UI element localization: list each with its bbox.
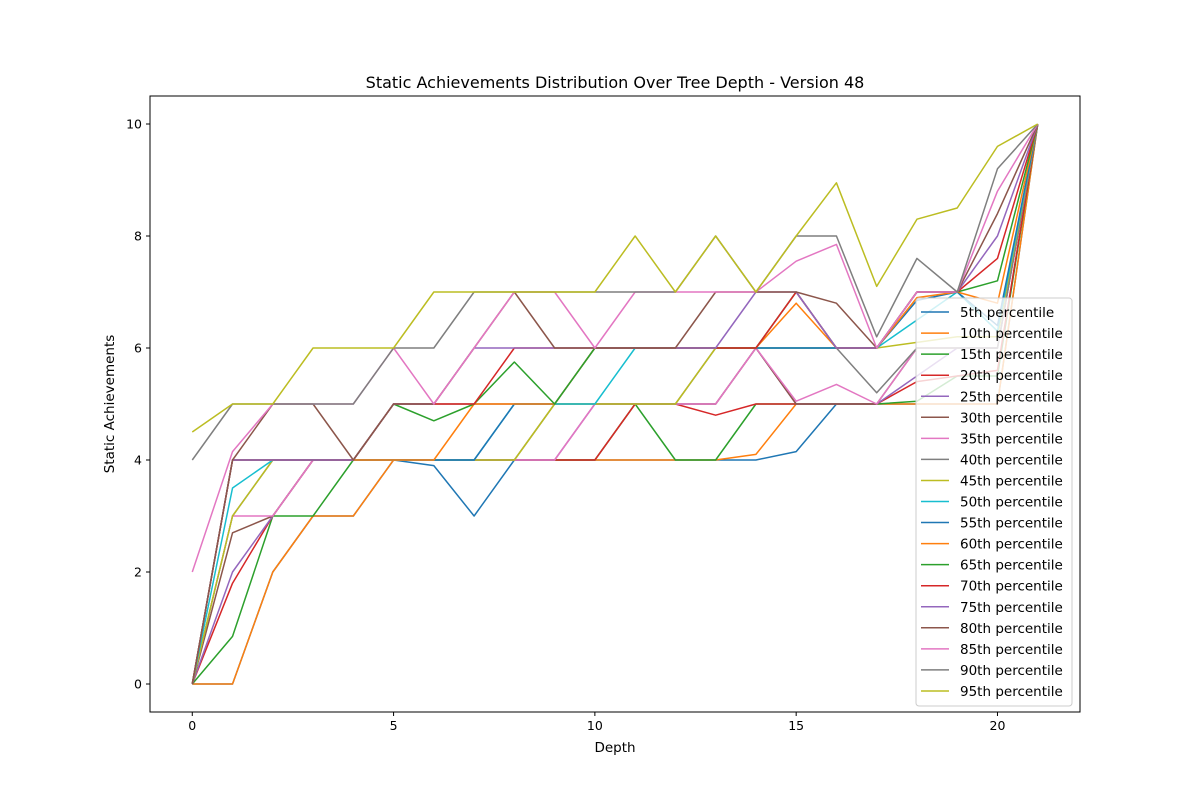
y-tick-label: 8 [134,229,142,244]
legend-label-15: 80th percentile [960,621,1063,637]
y-axis-ticks: 0 2 4 6 8 10 [126,117,150,692]
series-line-1 [192,123,1039,685]
legend-label-1: 10th percentile [960,326,1063,342]
plot-frame [149,95,1081,713]
y-tick-label: 0 [134,677,142,692]
x-tick-label: 15 [788,718,804,733]
y-axis-label: Static Achievements [102,335,118,474]
legend-label-13: 70th percentile [960,579,1063,595]
chart-legend: 5th percentile 10th percentile 15th percen… [915,297,1073,707]
legend-label-5: 30th percentile [960,410,1063,426]
legend-label-12: 65th percentile [960,558,1063,574]
legend-label-3: 20th percentile [960,368,1063,384]
legend-label-8: 45th percentile [960,473,1063,489]
y-tick-label: 6 [134,341,142,356]
legend-label-16: 85th percentile [960,642,1063,658]
x-axis-ticks: 0 5 10 15 20 [188,712,1005,733]
legend-label-6: 35th percentile [960,431,1063,447]
x-tick-label: 5 [390,718,398,733]
legend-label-11: 60th percentile [960,537,1063,553]
legend-box [915,297,1073,707]
x-tick-label: 0 [188,718,196,733]
x-tick-label: 10 [587,718,603,733]
legend-label-7: 40th percentile [960,452,1063,468]
legend-label-18: 95th percentile [960,684,1063,700]
legend-label-4: 25th percentile [960,389,1063,405]
x-axis-label: Depth [594,740,635,756]
legend-label-9: 50th percentile [960,495,1063,511]
legend-label-0: 5th percentile [960,305,1054,321]
x-tick-label: 20 [990,718,1006,733]
y-tick-label: 2 [134,565,142,580]
y-tick-label: 4 [134,453,142,468]
legend-label-14: 75th percentile [960,600,1063,616]
series-lines [191,123,1039,685]
series-line-17 [191,123,1039,461]
legend-label-17: 90th percentile [960,663,1063,679]
chart-title: Static Achievements Distribution Over Tr… [366,73,865,92]
y-tick-label: 10 [126,117,142,132]
legend-label-2: 15th percentile [960,347,1063,363]
series-line-18 [191,123,1039,433]
legend-label-10: 55th percentile [960,516,1063,532]
